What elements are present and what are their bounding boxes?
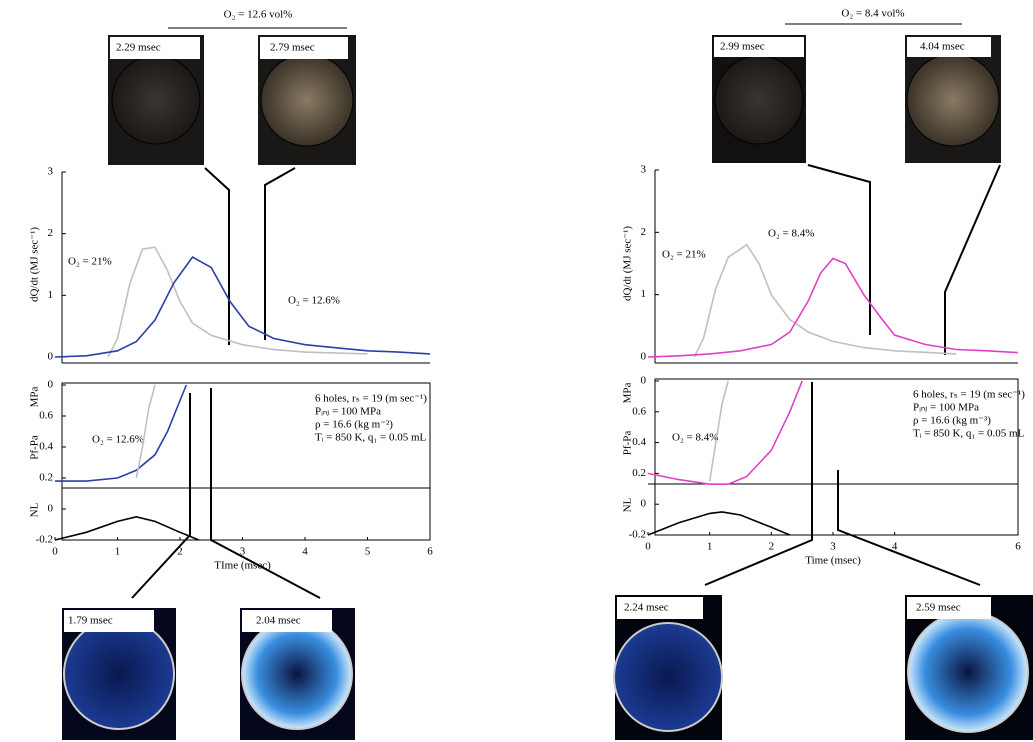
x-tick-label: 0 xyxy=(52,546,58,558)
series-label: O₂ = 12.6% xyxy=(92,434,144,446)
series-line xyxy=(648,259,1018,358)
photo-label: 2.79 msec xyxy=(270,42,315,54)
photo-label: 2.04 msec xyxy=(256,615,301,627)
photo: 2.04 msec xyxy=(240,608,355,740)
y-axis-unit: MPa xyxy=(622,382,634,403)
photo: 2.24 msec xyxy=(614,595,722,740)
y-axis-label: Pf-Pa xyxy=(29,435,41,460)
photo: 2.99 msec xyxy=(712,35,806,163)
y-tick-label: 2 xyxy=(641,226,647,238)
series-line xyxy=(648,512,790,535)
y-axis-label: dQ/dt (MJ sec⁻¹) xyxy=(622,226,634,301)
condition-note: ρ = 16.6 (kg m⁻³) xyxy=(913,415,991,427)
y-tick-label: 3 xyxy=(48,166,54,178)
x-axis-label: TIme (msec) xyxy=(214,560,271,572)
condition-note: 6 holes, rₛ = 19 (m sec⁻¹) xyxy=(315,393,427,405)
x-tick-label: 5 xyxy=(365,546,371,558)
series-line xyxy=(55,257,430,357)
y-tick-label: 0 xyxy=(641,498,647,510)
photo-label: 4.04 msec xyxy=(920,41,965,53)
x-tick-label: 3 xyxy=(830,541,836,553)
x-tick-label: 4 xyxy=(892,541,898,553)
photo-label: 2.99 msec xyxy=(720,41,765,53)
series-line xyxy=(55,517,199,540)
x-tick-label: 2 xyxy=(769,541,775,553)
y-tick-label: 0.6 xyxy=(632,405,646,417)
y-tick-label: 1 xyxy=(641,288,647,300)
y-axis-label: NL xyxy=(622,497,634,512)
y-tick-label: 0.6 xyxy=(39,410,53,422)
condition-note: ρ = 16.6 (kg m⁻²) xyxy=(315,419,393,431)
leader-lines xyxy=(62,165,1018,598)
photo-label: 2.59 msec xyxy=(916,602,961,614)
y-tick-label: -0.2 xyxy=(629,529,646,541)
x-tick-label: 1 xyxy=(115,546,121,558)
condition-note: Tᵢ = 850 K, q₁ = 0.05 mL xyxy=(913,428,1025,440)
photo-label: 2.24 msec xyxy=(624,602,669,614)
panel-title: O₂ = 12.6 vol% xyxy=(224,9,293,21)
photo: 2.29 msec xyxy=(108,35,204,165)
photo: 4.04 msec xyxy=(905,35,1001,163)
y-tick-label: 0.2 xyxy=(39,472,53,484)
y-tick-label: 0.4 xyxy=(632,436,646,448)
photo: 2.79 msec xyxy=(258,35,356,165)
y-tick-label: 0.2 xyxy=(632,467,646,479)
condition-note: 6 holes, rₛ = 19 (m sec⁻¹) xyxy=(913,389,1025,401)
y-tick-label: -0.2 xyxy=(36,534,53,546)
y-axis-label: dQ/dt (MJ sec⁻¹) xyxy=(29,227,41,302)
series-line xyxy=(694,245,956,357)
x-tick-label: 3 xyxy=(240,546,246,558)
y-tick-label: 0 xyxy=(48,503,54,515)
series-line xyxy=(136,385,155,478)
y-axis-unit: MPa xyxy=(29,386,41,407)
x-tick-label: 2 xyxy=(177,546,183,558)
y-axis-label: Pf-Pa xyxy=(622,431,634,456)
y-tick-label: 0 xyxy=(641,375,647,387)
photo: 1.79 msec xyxy=(62,608,176,740)
series-label: O₂ = 21% xyxy=(68,256,112,268)
photo: 2.59 msec xyxy=(905,595,1033,740)
condition-note: Pᵢₙⱼ = 100 MPa xyxy=(913,402,979,414)
condition-note: Pᵢₙⱼ = 100 MPa xyxy=(315,406,381,418)
y-tick-label: 2 xyxy=(48,227,54,239)
series-label: O₂ = 8.4% xyxy=(768,228,814,240)
x-tick-label: 1 xyxy=(707,541,713,553)
y-tick-label: 0 xyxy=(48,351,54,363)
photo-label: 2.29 msec xyxy=(116,42,161,54)
y-tick-label: 1 xyxy=(48,289,54,301)
y-tick-label: 0 xyxy=(48,379,54,391)
x-axis-label: Time (msec) xyxy=(805,555,861,567)
series-label: O₂ = 8.4% xyxy=(672,432,718,444)
x-tick-label: 4 xyxy=(302,546,308,558)
x-tick-label: 6 xyxy=(1015,541,1021,553)
photo-label: 1.79 msec xyxy=(68,615,113,627)
series-label: O₂ = 12.6% xyxy=(288,295,340,307)
figure: O₂ = 12.6 vol% O₂ = 8.4 vol% 2.29 msec 2… xyxy=(0,0,1033,742)
series-label: O₂ = 21% xyxy=(662,249,706,261)
x-tick-label: 0 xyxy=(645,541,651,553)
y-tick-label: 3 xyxy=(641,164,647,176)
panel-title: O₂ = 8.4 vol% xyxy=(841,8,904,20)
condition-note: Tᵢ = 850 K, q₁ = 0.05 mL xyxy=(315,432,427,444)
y-tick-label: 0.4 xyxy=(39,441,53,453)
y-tick-label: 0 xyxy=(641,351,647,363)
x-tick-label: 6 xyxy=(427,546,433,558)
y-axis-label: NL xyxy=(29,502,41,517)
